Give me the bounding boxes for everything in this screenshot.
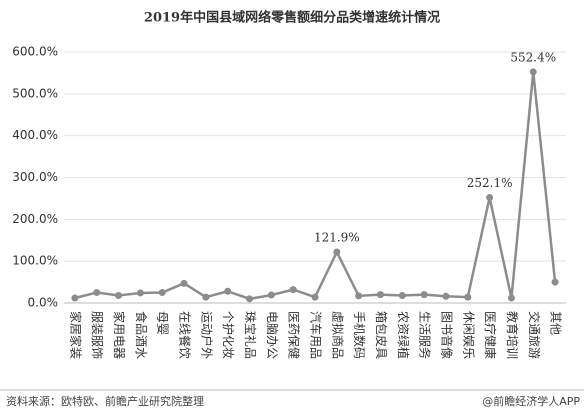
x-tick-label: 家用电器: [112, 311, 127, 359]
point: [158, 289, 166, 297]
point: [551, 278, 559, 286]
point: [267, 291, 275, 299]
x-tick-label: 箱包皮具: [374, 311, 389, 359]
data-label: 121.9%: [314, 231, 360, 245]
point: [355, 292, 363, 300]
x-tick-label: 休闲娱乐: [461, 311, 475, 359]
y-tick-label: 0.0%: [28, 296, 59, 310]
point: [442, 292, 450, 300]
x-tick-label: 珠宝礼品: [243, 311, 258, 359]
y-tick-label: 200.0%: [12, 212, 58, 226]
x-tick-label: 电脑办公: [265, 311, 280, 359]
x-tick-label: 图书音像: [439, 311, 454, 359]
point: [486, 194, 494, 202]
point: [311, 293, 319, 301]
point: [420, 291, 428, 299]
point: [180, 279, 188, 287]
point: [115, 291, 123, 299]
data-label: 552.4%: [510, 50, 556, 64]
point: [202, 293, 210, 301]
point: [246, 295, 254, 303]
chart-title: 2019年中国县域网络零售额细分品类增速统计情况: [144, 10, 440, 26]
data-label: 252.1%: [467, 176, 513, 190]
x-tick-label: 农资绿植: [396, 311, 411, 359]
x-tick-label: 个护化妆: [221, 311, 235, 359]
x-tick-label: 在线餐饮: [178, 311, 193, 359]
point: [464, 293, 472, 301]
point: [507, 294, 515, 302]
point: [93, 289, 101, 297]
source: 资料来源：欧特欧、前瞻产业研究院整理: [6, 394, 204, 408]
x-tick-label: 家居家装: [68, 311, 83, 359]
x-tick-label: 虚拟商品: [330, 311, 345, 359]
point: [289, 286, 297, 294]
x-tick-label: 交通旅游: [527, 311, 542, 359]
y-tick-label: 500.0%: [12, 86, 58, 100]
credit: @前瞻经济学人APP: [482, 394, 580, 408]
point: [224, 287, 232, 295]
x-tick-label: 运动户外: [199, 311, 214, 359]
point: [398, 291, 406, 299]
x-tick-label: 医药保健: [287, 311, 301, 359]
point: [136, 289, 144, 297]
y-tick-label: 400.0%: [12, 128, 58, 142]
y-tick-label: 100.0%: [12, 254, 58, 268]
point: [71, 294, 79, 302]
x-tick-label: 生活服务: [418, 311, 433, 359]
x-tick-label: 教育培训: [505, 311, 520, 359]
x-tick-label: 手机数码: [352, 311, 367, 359]
x-tick-label: 母婴: [156, 311, 170, 335]
point: [333, 248, 341, 256]
x-tick-label: 其他: [549, 311, 563, 335]
point: [376, 291, 384, 299]
x-tick-label: 汽车用品: [309, 311, 324, 359]
y-tick-label: 300.0%: [12, 170, 58, 184]
y-tick-label: 600.0%: [12, 45, 58, 59]
x-tick-label: 服装服饰: [90, 311, 104, 359]
x-tick-label: 食品酒水: [134, 311, 149, 359]
point: [529, 68, 537, 76]
x-tick-label: 医疗健康: [483, 311, 498, 359]
